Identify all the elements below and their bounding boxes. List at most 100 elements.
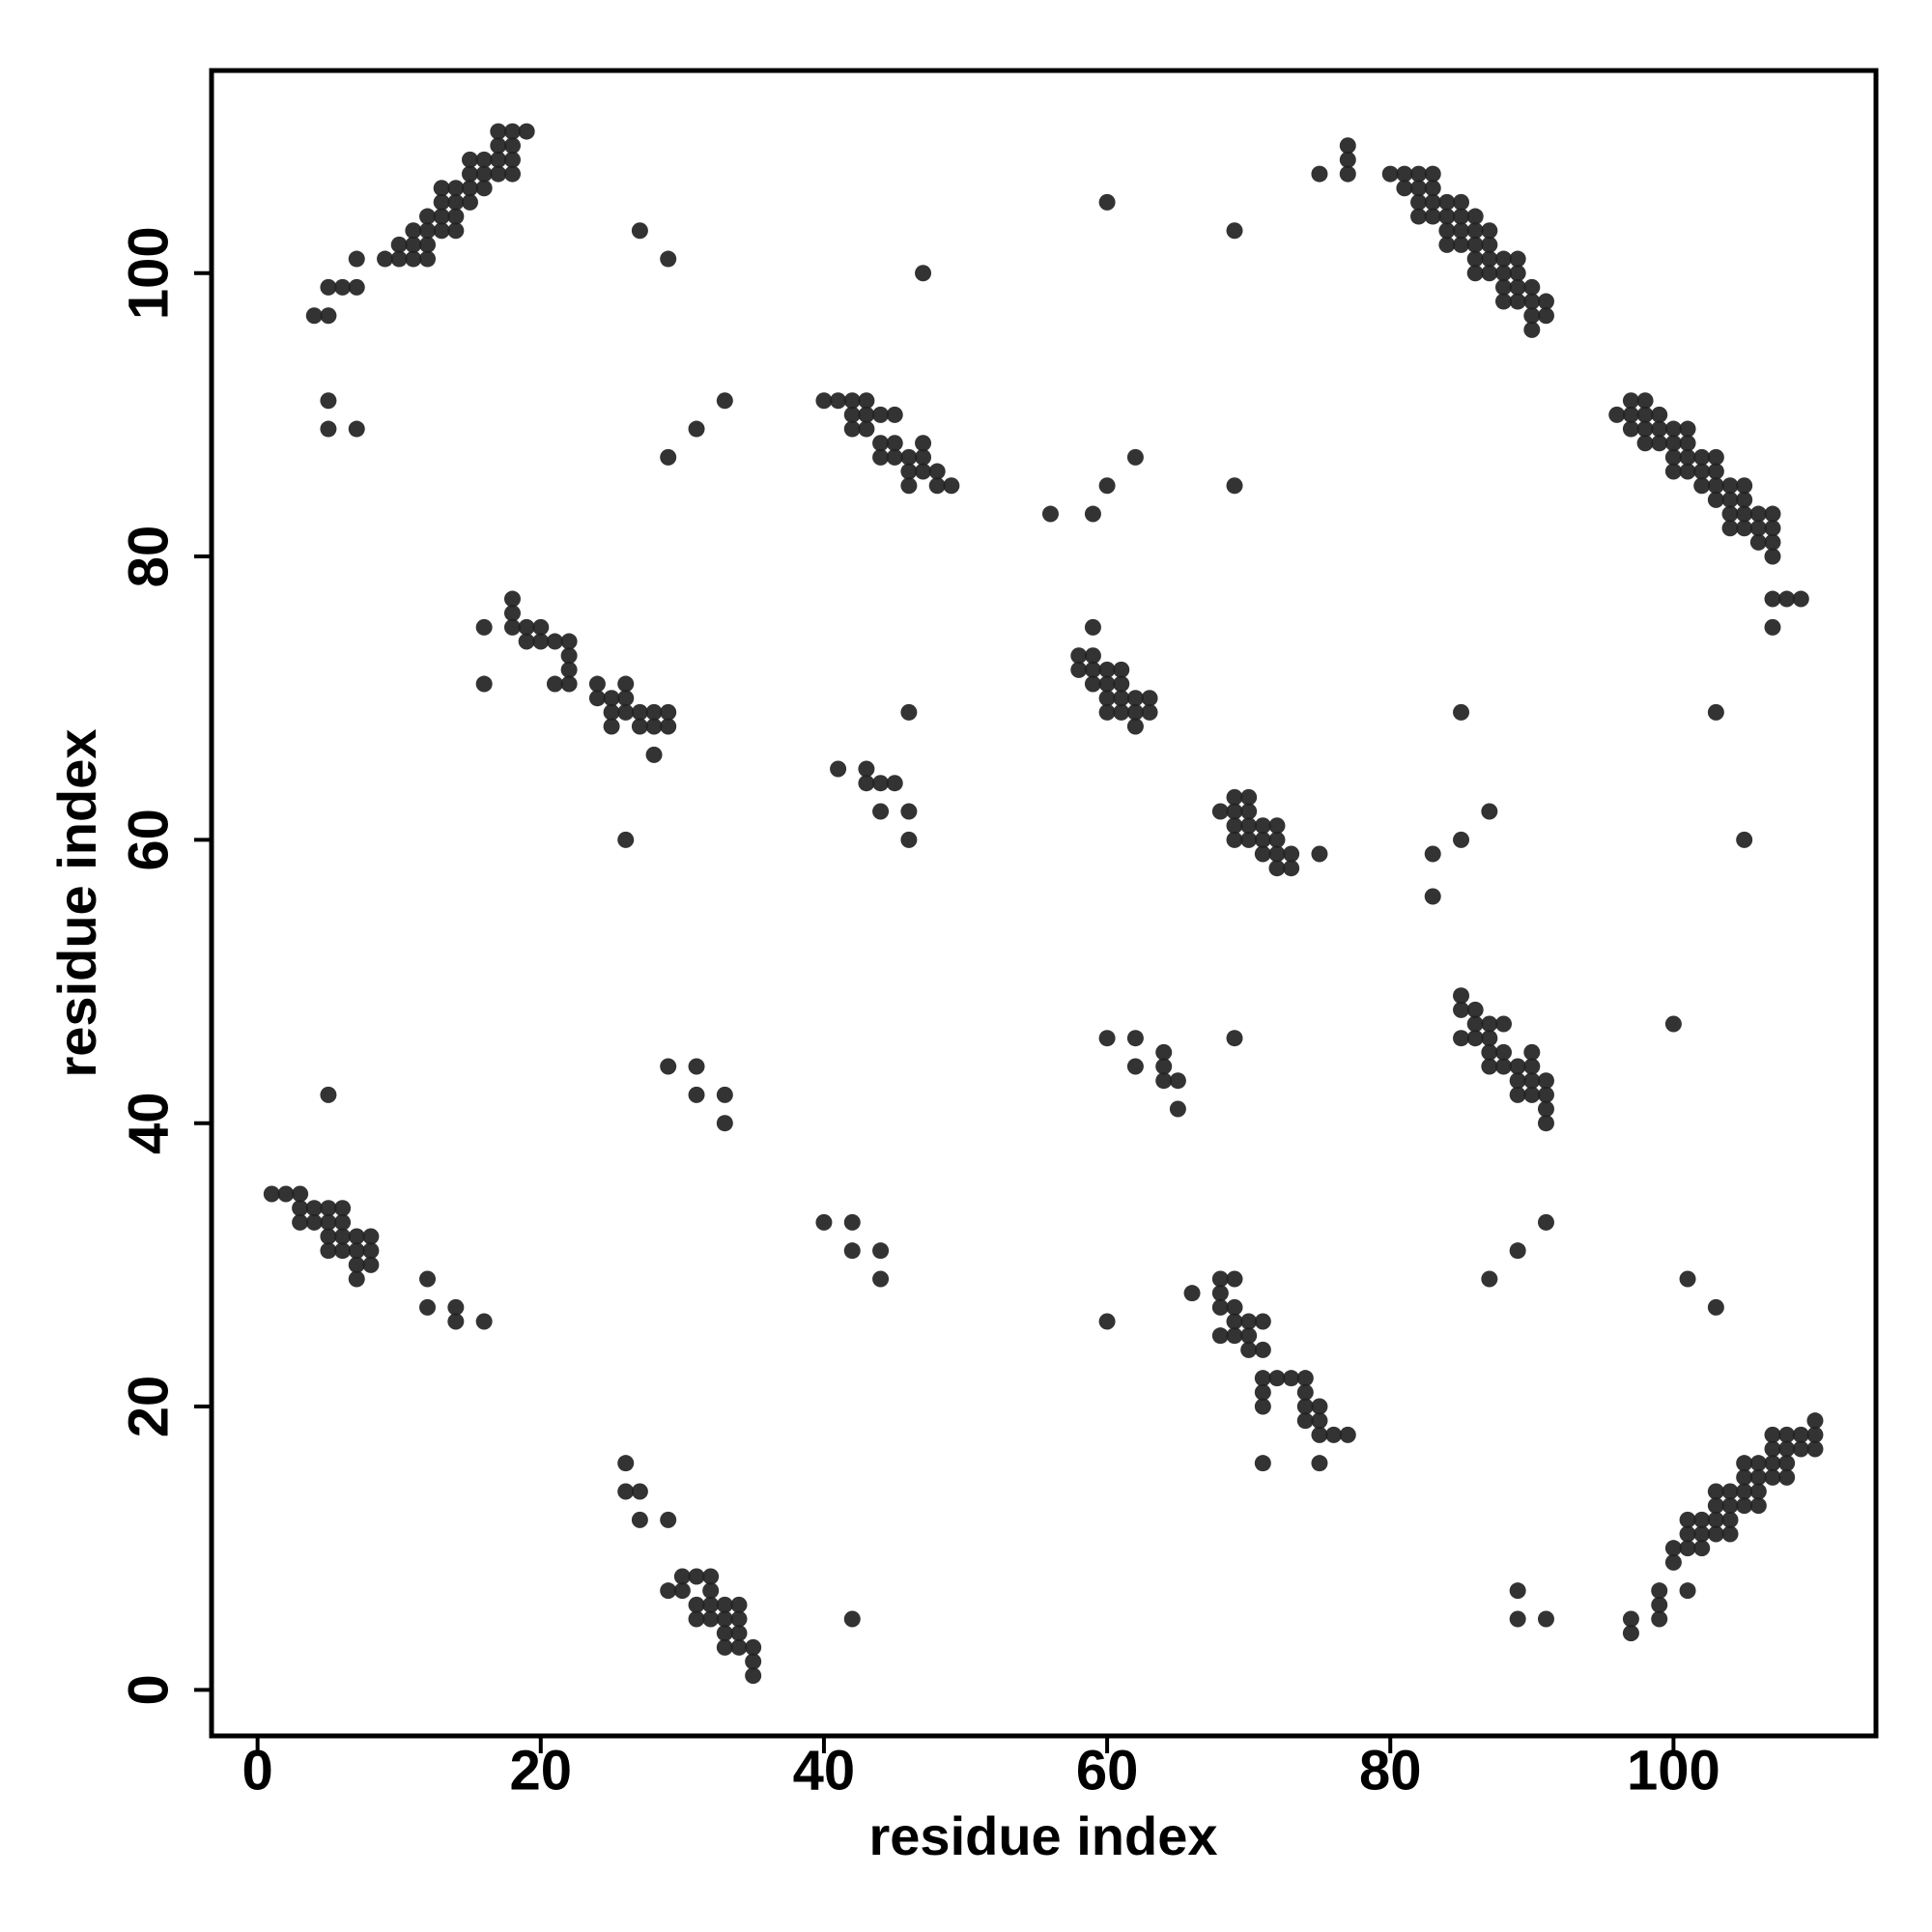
point (1466, 236, 1484, 253)
point (900, 831, 918, 848)
point (1636, 435, 1654, 452)
point (1084, 647, 1101, 665)
point (1339, 1426, 1356, 1443)
point (1268, 860, 1286, 877)
point (475, 675, 493, 693)
point (1453, 208, 1470, 225)
point (645, 718, 663, 735)
point (1749, 533, 1767, 551)
point (1792, 590, 1809, 608)
point (1084, 505, 1101, 523)
point (447, 1298, 465, 1316)
point (320, 1086, 337, 1103)
point (1226, 1270, 1243, 1288)
point (1707, 1497, 1724, 1515)
point (1707, 1483, 1724, 1500)
point (617, 1455, 635, 1472)
point (1169, 1100, 1186, 1118)
point (1481, 1058, 1498, 1075)
point (320, 1228, 337, 1245)
point (1707, 1298, 1724, 1316)
point (1283, 1370, 1300, 1387)
point (305, 1200, 323, 1217)
point (348, 1228, 365, 1245)
point (1296, 1383, 1314, 1401)
point (660, 718, 677, 735)
point (1381, 165, 1399, 183)
point (858, 420, 875, 438)
point (1778, 1426, 1796, 1443)
point (1523, 278, 1541, 296)
point (915, 463, 932, 480)
point (1424, 165, 1441, 183)
point (1636, 392, 1654, 410)
point (1211, 1285, 1229, 1302)
point (1396, 180, 1413, 197)
point (1311, 1398, 1328, 1415)
point (617, 690, 635, 707)
point (1679, 435, 1696, 452)
point (462, 180, 479, 197)
point (1296, 1370, 1314, 1387)
point (1622, 406, 1639, 423)
point (1707, 477, 1724, 495)
point (348, 1270, 365, 1288)
point (716, 1086, 733, 1103)
point (1098, 690, 1116, 707)
point (546, 675, 563, 693)
point (1664, 463, 1682, 480)
point (1509, 265, 1526, 282)
point (433, 222, 450, 240)
point (1226, 1030, 1243, 1047)
point (1211, 1327, 1229, 1345)
point (490, 151, 507, 168)
point (1453, 222, 1470, 240)
point (1509, 1610, 1526, 1628)
point (1509, 293, 1526, 310)
point (1481, 803, 1498, 820)
point (900, 803, 918, 820)
point (660, 1582, 677, 1600)
point (1226, 1313, 1243, 1330)
point (1453, 236, 1470, 253)
point (688, 1086, 705, 1103)
point (518, 633, 535, 650)
point (1509, 1582, 1526, 1600)
point (843, 406, 861, 423)
point (1240, 803, 1258, 820)
point (1736, 491, 1753, 508)
point (462, 193, 479, 211)
y-tick-label: 80 (117, 526, 180, 588)
point (660, 1058, 677, 1075)
point (447, 193, 465, 211)
point (1113, 690, 1130, 707)
point (490, 165, 507, 183)
point (334, 1242, 352, 1260)
point (1424, 180, 1441, 197)
point (560, 647, 578, 665)
point (490, 137, 507, 155)
point (1736, 831, 1753, 848)
point (1749, 1497, 1767, 1515)
point (1537, 1115, 1554, 1132)
point (843, 420, 861, 438)
point (1736, 1483, 1753, 1500)
point (1070, 647, 1088, 665)
point (900, 703, 918, 721)
point (1679, 1511, 1696, 1528)
point (1707, 1525, 1724, 1543)
point (1721, 491, 1739, 508)
point (1070, 661, 1088, 678)
point (1509, 1072, 1526, 1090)
point (1537, 307, 1554, 325)
point (1749, 1483, 1767, 1500)
point (603, 690, 620, 707)
point (1183, 1285, 1201, 1302)
point (433, 193, 450, 211)
point (843, 1610, 861, 1628)
point (1268, 817, 1286, 835)
point (1084, 675, 1101, 693)
point (815, 392, 833, 410)
